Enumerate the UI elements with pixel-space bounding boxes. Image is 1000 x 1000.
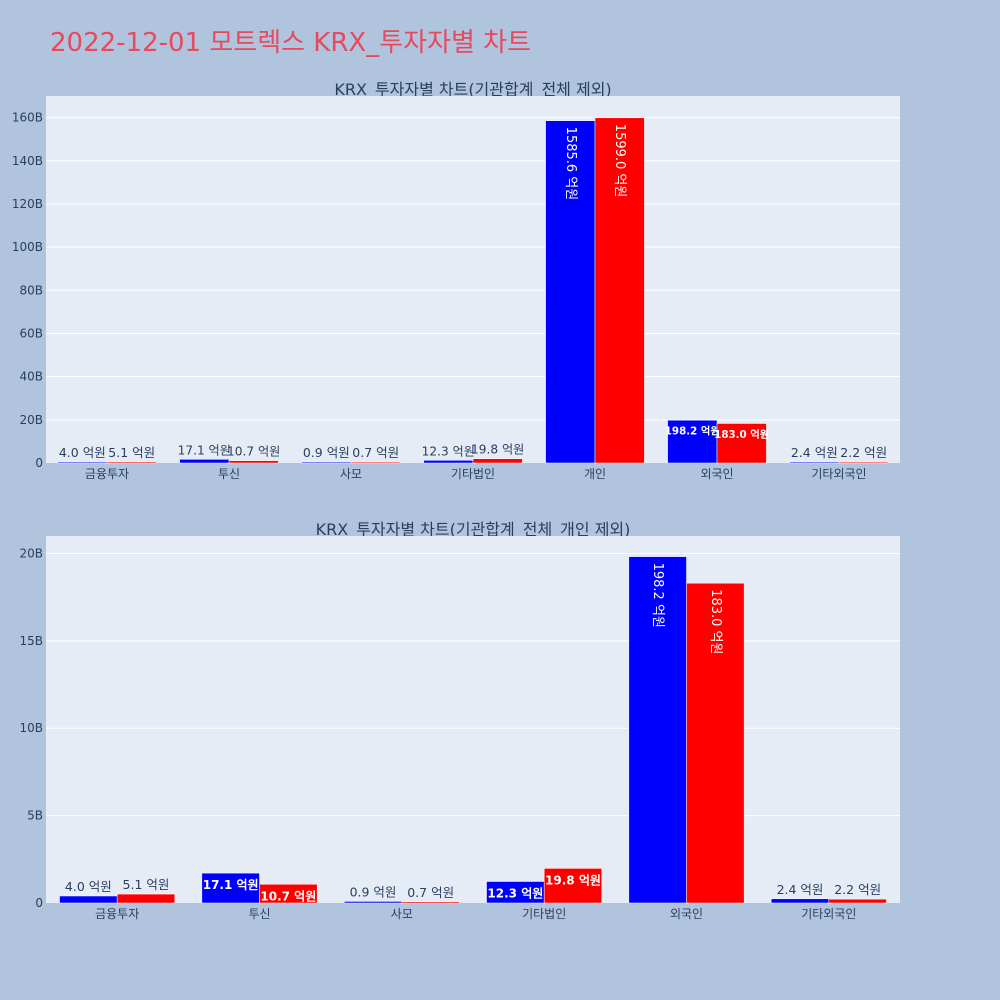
- bar: [628, 556, 687, 904]
- bar: [59, 895, 118, 904]
- bar: [343, 901, 403, 904]
- bar-value-label: 1585.6 억원: [563, 127, 578, 201]
- y-tick-label: 140B: [12, 154, 43, 168]
- bar-value-label: 10.7 억원: [260, 889, 316, 903]
- bar: [179, 459, 230, 464]
- bar-value-label: 12.3 억원: [487, 887, 543, 901]
- x-tick-label: 개인: [584, 467, 606, 481]
- bar: [770, 898, 830, 904]
- bar-value-label: 19.8 억원: [471, 443, 524, 457]
- bar: [789, 461, 840, 464]
- bar: [301, 461, 352, 464]
- bar: [828, 898, 887, 904]
- bar: [716, 423, 767, 464]
- bar-value-label: 19.8 억원: [545, 873, 601, 887]
- y-tick-label: 60B: [19, 326, 43, 340]
- chart-1-title: KRX_투자자별 차트(기관합계_전체 제외): [334, 80, 611, 100]
- bar-value-label: 0.9 억원: [350, 884, 397, 899]
- y-tick-label: 80B: [19, 283, 43, 297]
- bar-value-label: 0.9 억원: [303, 445, 350, 460]
- bar: [106, 461, 157, 464]
- y-tick-label: 5B: [27, 809, 43, 823]
- chart-1-plot-area: [46, 96, 900, 463]
- bar: [838, 461, 889, 464]
- bar: [201, 872, 260, 904]
- bar-value-label: 1599.0 억원: [612, 124, 627, 198]
- chart-2-title: KRX_투자자별 차트(기관합계_전체_개인 제외): [316, 520, 631, 540]
- page-title: 2022-12-01 모트렉스 KRX_투자자별 차트: [50, 28, 532, 58]
- y-tick-label: 10B: [19, 721, 43, 735]
- bar-value-label: 2.2 억원: [834, 882, 881, 897]
- bar-value-label: 183.0 억원: [714, 428, 769, 441]
- x-tick-label: 사모: [340, 467, 362, 481]
- bar: [57, 461, 108, 464]
- chart-2-plot-area: [46, 536, 900, 903]
- bar-value-label: 2.2 억원: [840, 445, 887, 460]
- bar-value-label: 17.1 억원: [203, 878, 259, 892]
- x-tick-label: 금융투자: [85, 467, 129, 481]
- bar-value-label: 17.1 억원: [178, 443, 231, 457]
- bar: [594, 117, 645, 464]
- bar-value-label: 10.7 억원: [227, 445, 280, 459]
- bar: [401, 901, 460, 904]
- y-tick-label: 20B: [19, 546, 43, 560]
- bar: [686, 582, 745, 904]
- y-tick-label: 0: [35, 896, 43, 910]
- x-tick-label: 외국인: [670, 907, 703, 921]
- bar-value-label: 0.7 억원: [352, 445, 399, 460]
- bar: [259, 884, 318, 904]
- bar: [228, 460, 279, 464]
- bar-value-label: 0.7 억원: [407, 885, 454, 900]
- y-tick-label: 120B: [12, 197, 43, 211]
- x-tick-label: 금융투자: [95, 907, 139, 921]
- bar: [472, 458, 523, 464]
- y-tick-label: 0: [35, 456, 43, 470]
- y-tick-label: 100B: [12, 240, 43, 254]
- bar-value-label: 198.2 억원: [665, 425, 720, 438]
- bar-value-label: 2.4 억원: [777, 882, 824, 897]
- x-tick-label: 기타법인: [522, 907, 566, 921]
- y-tick-label: 160B: [12, 111, 43, 125]
- bar-value-label: 4.0 억원: [65, 879, 112, 894]
- x-tick-label: 기타법인: [451, 467, 495, 481]
- bar: [543, 868, 603, 904]
- x-tick-label: 투신: [248, 907, 270, 921]
- y-tick-label: 15B: [19, 634, 43, 648]
- bar: [350, 461, 401, 464]
- x-tick-label: 사모: [391, 907, 413, 921]
- x-tick-label: 기타외국인: [811, 467, 866, 481]
- bar-value-label: 2.4 억원: [791, 445, 838, 460]
- x-tick-label: 투신: [218, 467, 240, 481]
- y-tick-label: 20B: [19, 413, 43, 427]
- bar: [545, 120, 596, 464]
- bar: [667, 419, 718, 464]
- bar-value-label: 183.0 억원: [708, 589, 723, 654]
- bar-value-label: 5.1 억원: [123, 877, 170, 892]
- y-tick-label: 40B: [19, 370, 43, 384]
- bar: [116, 893, 176, 904]
- x-tick-label: 외국인: [700, 467, 733, 481]
- x-tick-label: 기타외국인: [801, 907, 856, 921]
- bar-value-label: 4.0 억원: [59, 445, 106, 460]
- bar-value-label: 12.3 억원: [422, 444, 475, 458]
- bar: [423, 460, 474, 464]
- bar-value-label: 5.1 억원: [108, 445, 155, 460]
- bar-value-label: 198.2 억원: [650, 563, 665, 628]
